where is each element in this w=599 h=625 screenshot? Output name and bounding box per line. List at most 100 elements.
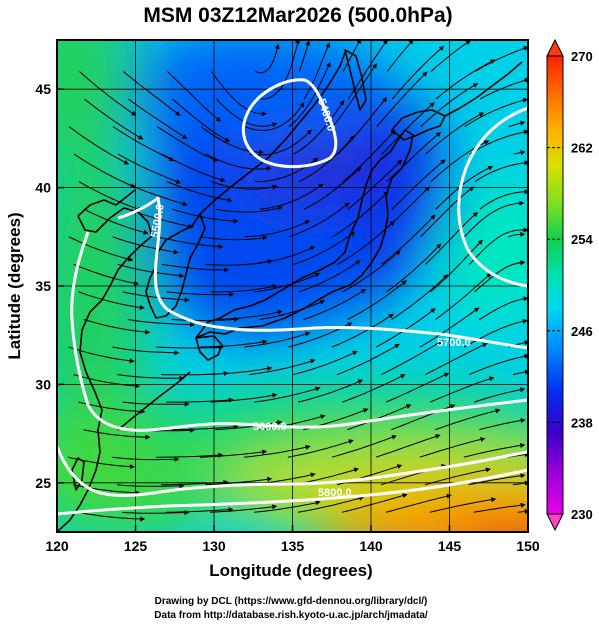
- x-axis-ticks: 120 125 130 135 140 145 150: [45, 525, 540, 554]
- streamline: [517, 509, 528, 514]
- colorbar-tick-label: 262: [571, 141, 593, 156]
- coastline-hokkaido: [391, 109, 446, 141]
- streamline: [332, 191, 389, 238]
- streamline: [425, 211, 479, 265]
- streamline: [255, 43, 280, 74]
- streamline: [474, 46, 528, 72]
- streamline: [435, 59, 496, 100]
- coastline-kurils: [444, 61, 523, 117]
- streamline: [171, 424, 239, 431]
- streamline: [68, 346, 135, 364]
- contour-5400: [242, 78, 338, 169]
- streamline: [386, 40, 414, 72]
- streamline: [342, 374, 406, 403]
- streamline: [463, 318, 528, 348]
- streamline: [381, 214, 436, 265]
- coastline-primorye: [199, 49, 347, 215]
- coastline-bohai: [77, 189, 136, 217]
- contour-5700: [57, 445, 528, 497]
- streamline: [469, 227, 528, 265]
- streamline: [424, 467, 491, 486]
- contour-label-5600: 5600.0: [253, 421, 287, 433]
- streamline: [468, 473, 526, 486]
- colorbar-tick-label: 254: [571, 232, 593, 247]
- x-axis-label: Longitude (degrees): [209, 561, 372, 580]
- streamline: [161, 263, 229, 273]
- streamline: [347, 159, 403, 210]
- contour-5800: [57, 468, 528, 516]
- streamline: [249, 246, 316, 265]
- streamline: [166, 507, 234, 513]
- streamline: [430, 40, 471, 72]
- streamline: [342, 129, 396, 183]
- streamline: [166, 291, 234, 297]
- x-tick-label: 130: [202, 538, 226, 554]
- streamline: [512, 369, 528, 376]
- streamline: [298, 379, 364, 403]
- streamline: [331, 434, 397, 458]
- streamline: [67, 456, 135, 470]
- streamline: [83, 319, 151, 335]
- streamline: [386, 243, 442, 293]
- streamline: [68, 126, 130, 165]
- streamline: [425, 112, 485, 155]
- streamline: [380, 340, 443, 376]
- streamline: [386, 132, 442, 183]
- streamline: [297, 495, 365, 513]
- coastline-sakhalin: [344, 49, 367, 111]
- streamline: [210, 392, 278, 403]
- streamline: [73, 263, 140, 286]
- streamline: [73, 374, 141, 389]
- streamline: [166, 181, 233, 203]
- streamline: [156, 236, 224, 250]
- contour-5500: [117, 196, 528, 350]
- streamline: [210, 71, 267, 117]
- colorbar: 270 262 254 246 238 230: [546, 38, 593, 532]
- streamline: [479, 296, 528, 320]
- streamline: [508, 231, 526, 238]
- streamline: [167, 71, 222, 122]
- streamline: [112, 346, 180, 356]
- streamline: [391, 274, 449, 320]
- coastline-korea: [145, 213, 206, 319]
- streamline: [122, 401, 190, 407]
- streamline: [375, 434, 441, 458]
- streamline: [78, 291, 145, 310]
- streamline: [474, 160, 528, 183]
- streamline: [420, 83, 479, 127]
- streamline: [156, 344, 224, 350]
- streamline: [122, 291, 190, 303]
- y-tick-label: 45: [35, 81, 51, 97]
- colorbar-ticks: 270 262 254 246 238 230: [547, 49, 593, 522]
- coastline-taiwan: [71, 457, 85, 491]
- coastline-china: [57, 207, 153, 532]
- streamline: [385, 372, 450, 403]
- credit-drawing: Drawing by DCL (https://www.gfd-dennou.o…: [155, 596, 428, 607]
- streamline: [473, 387, 526, 403]
- contour-5600: [70, 231, 528, 432]
- streamline: [479, 189, 528, 210]
- streamline: [342, 40, 362, 72]
- streamline: [112, 456, 180, 462]
- streamline: [161, 479, 229, 486]
- streamline: [391, 159, 446, 210]
- streamline: [73, 153, 136, 188]
- streamline: [293, 350, 358, 376]
- streamline: [128, 98, 188, 140]
- streamline: [435, 408, 501, 431]
- streamline: [244, 220, 311, 238]
- colorbar-tick-label: 230: [571, 507, 593, 522]
- streamline: [205, 476, 273, 486]
- streamline: [83, 208, 149, 235]
- streamline: [199, 449, 268, 458]
- colorbar-top-arrow: [546, 38, 564, 57]
- streamline: [78, 181, 143, 212]
- streamline: [287, 439, 354, 458]
- streamline: [210, 181, 278, 190]
- streamline: [337, 97, 388, 155]
- colorbar-bottom-arrow: [546, 513, 564, 532]
- x-tick-label: 135: [281, 538, 305, 554]
- streamline: [127, 319, 195, 328]
- streamline: [123, 71, 181, 116]
